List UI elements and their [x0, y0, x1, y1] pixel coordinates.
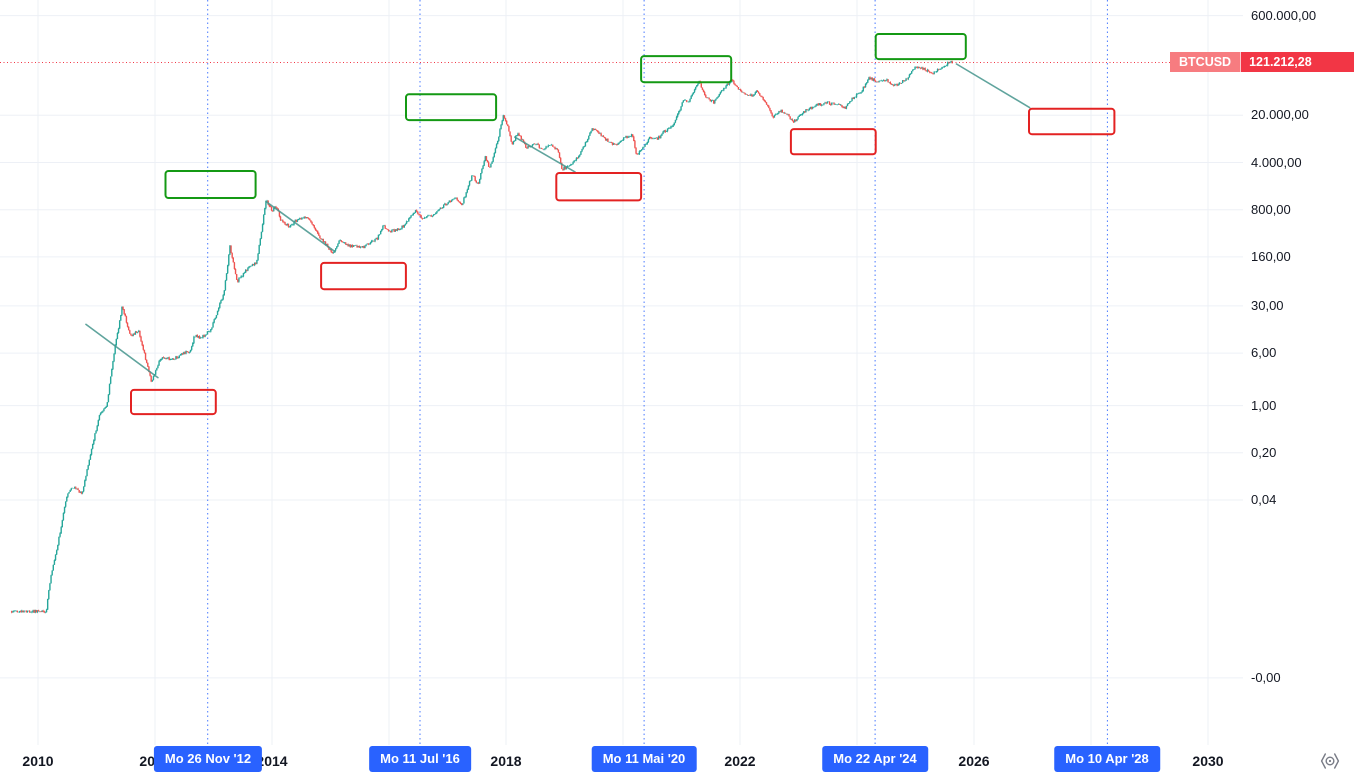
year-label: 2018	[490, 753, 522, 769]
price-label: 30,00	[1251, 298, 1284, 313]
price-label: 0,20	[1251, 445, 1277, 460]
trend-line[interactable]	[955, 63, 1031, 109]
red-zone-box[interactable]	[320, 261, 407, 291]
axis-corner	[1243, 745, 1354, 777]
price-label: 160,00	[1251, 249, 1291, 264]
year-label: 2014	[256, 753, 288, 769]
time-axis[interactable]: 2010201220142016201820202022202420262028…	[0, 745, 1354, 777]
price-label: -0,00	[1251, 670, 1281, 685]
green-zone-box[interactable]	[874, 33, 967, 61]
green-zone-box[interactable]	[405, 93, 498, 122]
price-label: 0,04	[1251, 492, 1277, 507]
scale-settings-icon[interactable]	[1319, 750, 1341, 772]
halving-date-chip[interactable]: Mo 11 Jul '16	[369, 746, 471, 772]
halving-date-chip[interactable]: Mo 22 Apr '24	[822, 746, 928, 772]
price-label: 600.000,00	[1251, 8, 1317, 23]
year-label: 2022	[724, 753, 756, 769]
year-label: 2010	[22, 753, 54, 769]
price-axis[interactable]: 600.000,00 20.000,00 4.000,00 800,00 160,00 3…	[1243, 0, 1354, 745]
green-zone-box[interactable]	[640, 55, 733, 84]
year-label: 2026	[958, 753, 990, 769]
last-price-label: 121.212,28	[1241, 52, 1354, 72]
trend-line[interactable]	[85, 323, 159, 379]
price-label: 20.000,00	[1251, 107, 1309, 122]
halving-date-chip[interactable]: Mo 10 Apr '28	[1054, 746, 1160, 772]
red-zone-box[interactable]	[555, 172, 643, 202]
red-zone-box[interactable]	[789, 128, 877, 156]
price-label: 4.000,00	[1251, 155, 1302, 170]
red-zone-box[interactable]	[1028, 107, 1116, 136]
price-label: 800,00	[1251, 202, 1291, 217]
symbol-label: BTCUSD	[1170, 52, 1242, 72]
year-label: 2030	[1192, 753, 1224, 769]
candlestick-series[interactable]	[10, 60, 953, 614]
trend-line[interactable]	[265, 200, 337, 253]
halving-date-chip[interactable]: Mo 11 Mai '20	[591, 746, 697, 772]
red-zone-box[interactable]	[130, 388, 217, 416]
green-zone-box[interactable]	[164, 170, 257, 199]
last-price-badge[interactable]: BTCUSD 121.212,28	[1170, 52, 1354, 72]
halving-date-chip[interactable]: Mo 26 Nov '12	[153, 746, 263, 772]
trend-line[interactable]	[513, 136, 576, 173]
plot-area[interactable]	[0, 0, 1243, 745]
grid	[0, 0, 1243, 745]
price-label: 1,00	[1251, 398, 1277, 413]
price-label: 6,00	[1251, 345, 1277, 360]
